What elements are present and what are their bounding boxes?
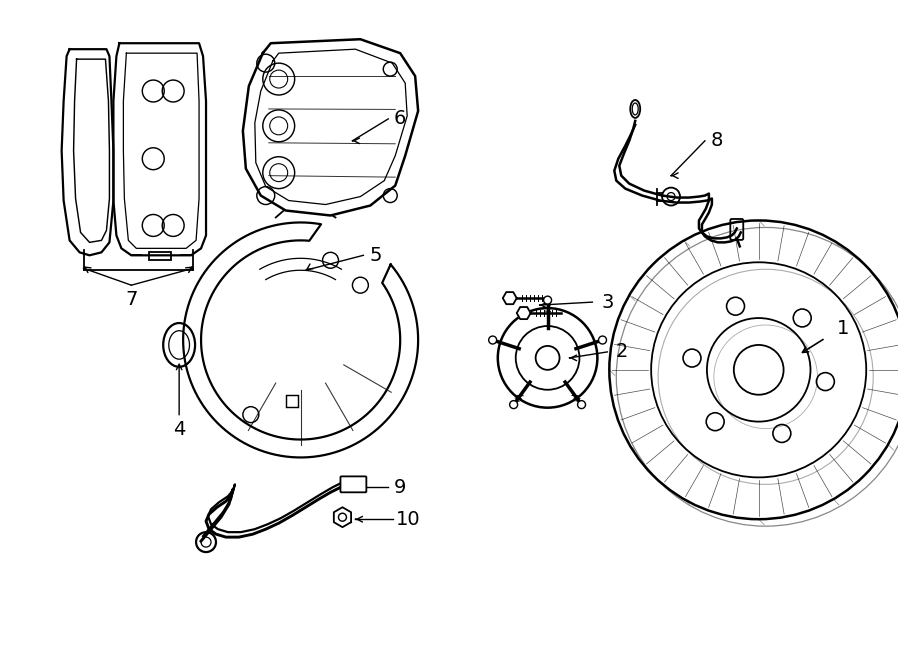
- Polygon shape: [113, 43, 206, 255]
- Polygon shape: [334, 507, 351, 527]
- Polygon shape: [503, 292, 517, 304]
- Circle shape: [578, 401, 586, 408]
- Polygon shape: [61, 49, 113, 255]
- Text: 7: 7: [125, 290, 138, 309]
- Circle shape: [598, 336, 607, 344]
- Text: 5: 5: [369, 246, 382, 265]
- Text: 2: 2: [616, 342, 628, 362]
- Text: 3: 3: [601, 293, 614, 311]
- Circle shape: [509, 401, 518, 408]
- Circle shape: [489, 336, 497, 344]
- Text: 4: 4: [173, 420, 185, 439]
- FancyBboxPatch shape: [340, 477, 366, 492]
- Text: 10: 10: [396, 510, 420, 529]
- Polygon shape: [517, 307, 531, 319]
- Text: 1: 1: [837, 319, 850, 338]
- Text: 9: 9: [394, 478, 407, 497]
- Text: 6: 6: [394, 109, 407, 128]
- Polygon shape: [243, 39, 418, 215]
- Circle shape: [544, 296, 552, 304]
- Text: 8: 8: [711, 132, 723, 150]
